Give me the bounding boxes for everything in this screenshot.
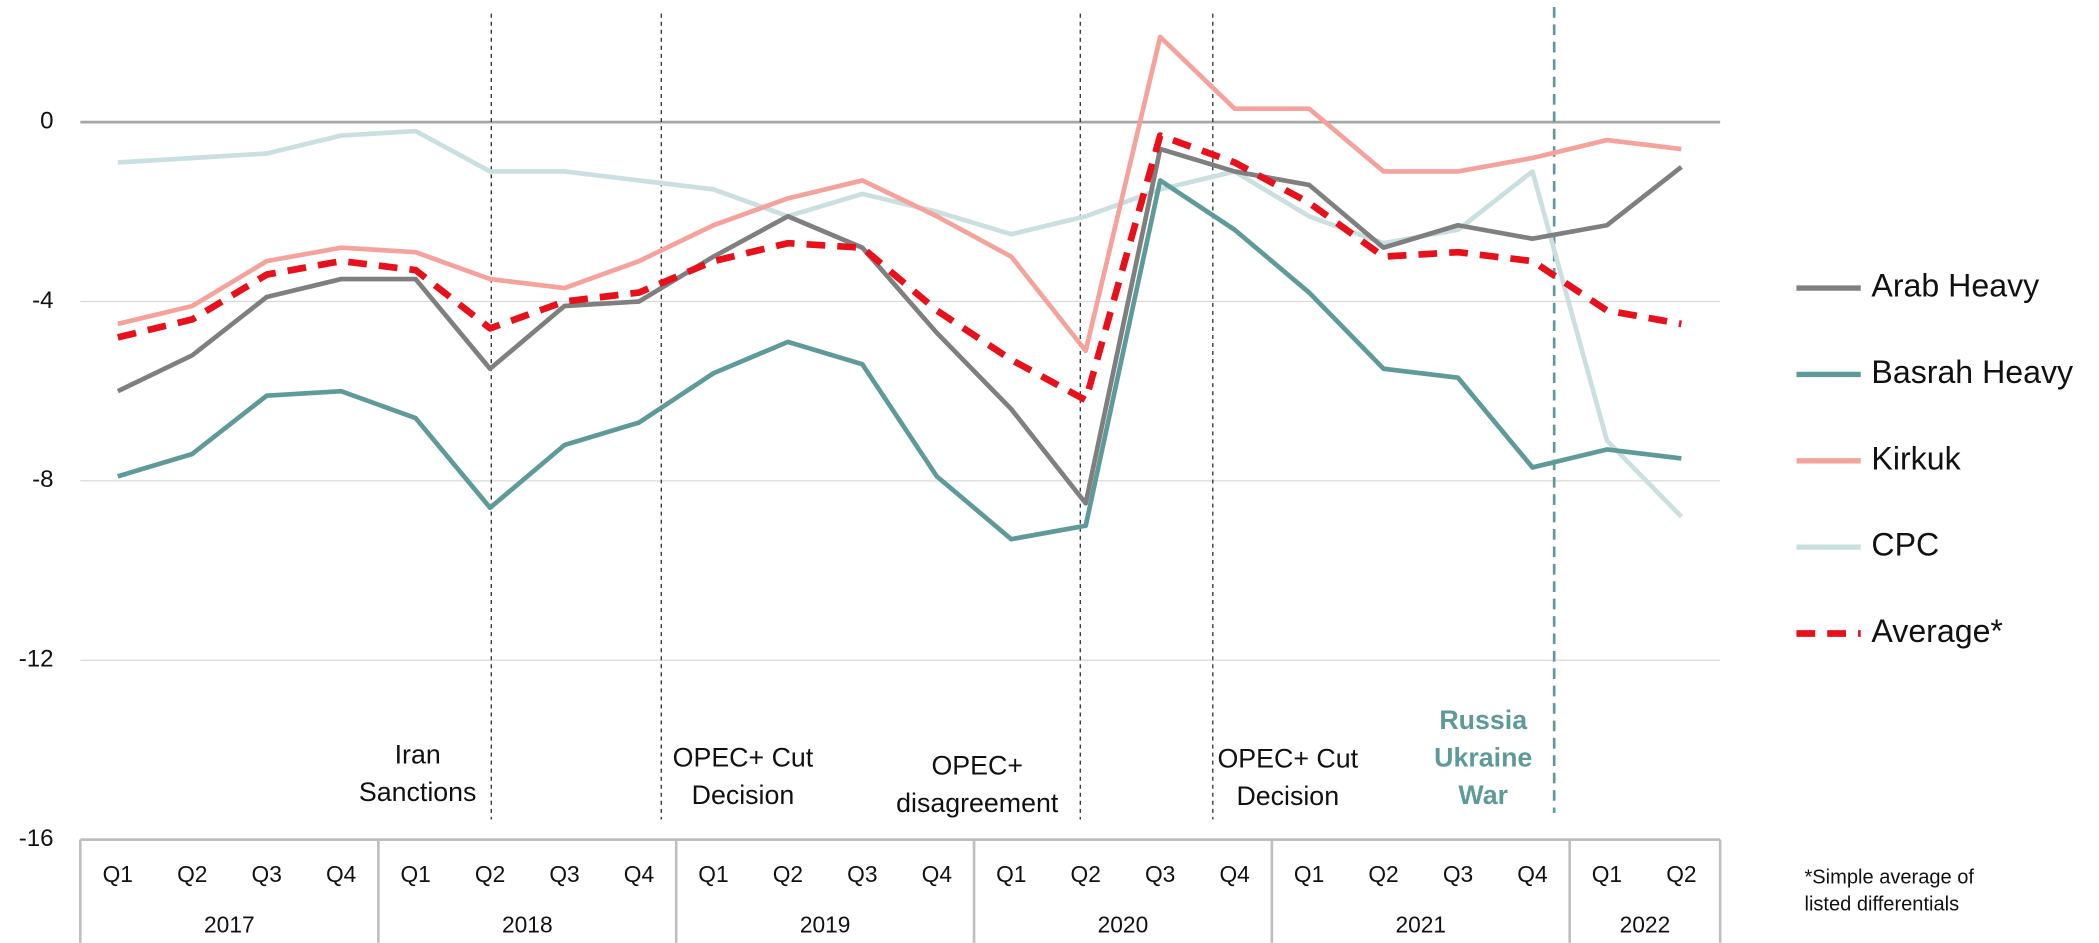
series-line [116, 146, 1683, 506]
x-tick-label: Q4 [624, 861, 654, 887]
x-tick-label: Q2 [177, 861, 207, 887]
footnote: listed differentials [1804, 894, 1959, 916]
event-label: Decision [692, 780, 795, 810]
series-line [117, 34, 1682, 354]
x-tick-label: Q1 [698, 861, 728, 887]
x-group-label: 2022 [1620, 912, 1671, 938]
x-group-label: 2017 [204, 912, 255, 938]
x-tick-label: Q4 [922, 861, 952, 887]
x-tick-label: Q1 [103, 861, 133, 887]
y-tick-label: -4 [32, 287, 53, 314]
x-group-label: 2019 [800, 912, 851, 938]
event-label: disagreement [896, 788, 1059, 818]
legend-label: Average* [1871, 613, 2003, 649]
series-line [117, 132, 1682, 404]
y-tick-label: 0 [40, 107, 53, 134]
series-line [117, 178, 1682, 542]
x-tick-label: Q1 [1294, 861, 1324, 887]
event-label: Ukraine [1434, 742, 1532, 772]
event-label: OPEC+ Cut [1217, 744, 1358, 774]
x-tick-label: Q2 [1666, 861, 1696, 887]
x-tick-label: Q2 [475, 861, 505, 887]
event-label: OPEC+ [931, 750, 1022, 780]
y-tick-label: -8 [32, 466, 53, 493]
x-tick-label: Q3 [1145, 861, 1175, 887]
event-label: Iran [395, 740, 441, 770]
x-tick-label: Q3 [549, 861, 579, 887]
x-group-label: 2021 [1395, 912, 1446, 938]
x-group-label: 2018 [502, 912, 553, 938]
legend-label: CPC [1871, 527, 1939, 563]
x-tick-label: Q3 [847, 861, 877, 887]
event-label: War [1458, 780, 1508, 810]
event-label: Russia [1439, 705, 1528, 735]
x-tick-label: Q4 [1219, 861, 1249, 887]
legend-label: Kirkuk [1871, 440, 1961, 476]
event-label: Decision [1236, 781, 1339, 811]
x-tick-label: Q4 [1517, 861, 1547, 887]
y-tick-label: -12 [19, 646, 54, 673]
x-tick-label: Q1 [400, 861, 430, 887]
legend-label: Arab Heavy [1871, 268, 2039, 304]
x-tick-label: Q2 [1368, 861, 1398, 887]
x-tick-label: Q3 [1443, 861, 1473, 887]
event-label: OPEC+ Cut [673, 742, 814, 772]
series-line [117, 128, 1684, 519]
legend-label: Basrah Heavy [1871, 354, 2073, 390]
x-tick-label: Q2 [773, 861, 803, 887]
x-tick-label: Q2 [1071, 861, 1101, 887]
x-tick-label: Q4 [326, 861, 356, 887]
y-tick-label: -16 [19, 825, 54, 852]
footnote: *Simple average of [1804, 867, 1974, 889]
event-label: Sanctions [359, 777, 477, 807]
x-tick-label: Q3 [252, 861, 282, 887]
x-tick-label: Q1 [996, 861, 1026, 887]
x-group-label: 2020 [1098, 912, 1149, 938]
x-tick-label: Q1 [1592, 861, 1622, 887]
